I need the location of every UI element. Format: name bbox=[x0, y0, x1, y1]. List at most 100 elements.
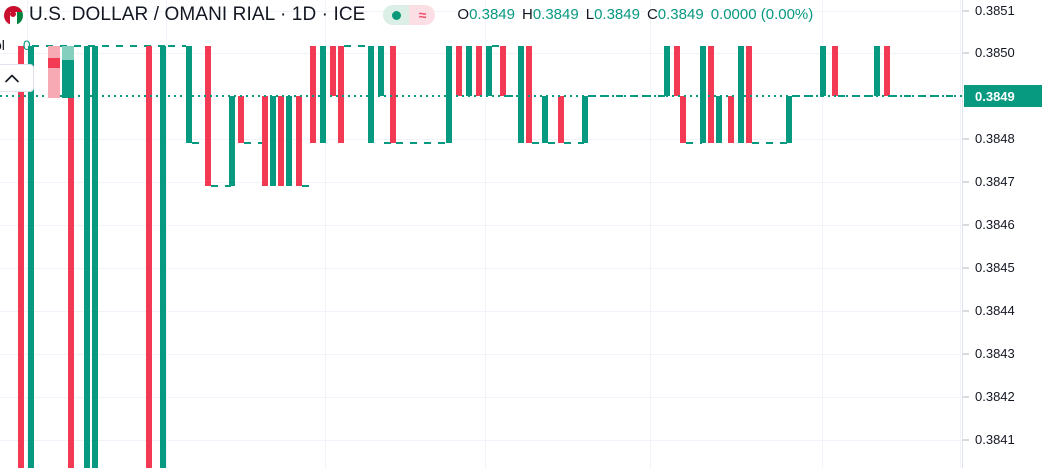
gridline-horizontal bbox=[0, 354, 962, 355]
page-title[interactable]: U.S. DOLLAR / OMANI RIAL · 1D · ICE bbox=[29, 4, 366, 25]
candlestick-up bbox=[716, 96, 722, 143]
pane-collapse-button[interactable] bbox=[0, 64, 34, 92]
price-tick-label: 0.3842 bbox=[975, 389, 1015, 404]
gridline-horizontal bbox=[0, 440, 962, 441]
oman-flag-icon bbox=[4, 6, 23, 25]
price-tick-label: 0.3846 bbox=[975, 217, 1015, 232]
candlestick-up bbox=[664, 46, 670, 96]
candle-connector-segment bbox=[384, 142, 392, 144]
gridline-vertical bbox=[650, 0, 651, 468]
candlestick-down bbox=[680, 96, 686, 143]
gridline-horizontal bbox=[0, 311, 962, 312]
chart-legend-header: U.S. DOLLAR / OMANI RIAL · 1D · ICE ≈ O0… bbox=[0, 0, 813, 30]
price-tick-mark bbox=[963, 267, 969, 269]
price-tick-label: 0.3848 bbox=[975, 131, 1015, 146]
candlestick-down bbox=[146, 46, 152, 468]
chevron-up-icon bbox=[5, 74, 19, 83]
candlestick-down bbox=[296, 96, 302, 186]
candlestick-down bbox=[330, 46, 336, 96]
candle-connector-segment bbox=[548, 142, 560, 144]
candlestick-up bbox=[378, 46, 384, 96]
candlestick-up bbox=[186, 46, 192, 143]
candlestick-up bbox=[28, 46, 34, 468]
candlestick-up bbox=[229, 96, 235, 186]
current-price-line bbox=[0, 95, 962, 97]
candlestick-down bbox=[18, 46, 24, 468]
approx-tilde-icon[interactable]: ≈ bbox=[409, 5, 436, 25]
ohlc-low-label: L bbox=[585, 6, 595, 23]
price-tick-label: 0.3844 bbox=[975, 303, 1015, 318]
candlestick-up bbox=[700, 46, 706, 143]
gridline-horizontal bbox=[0, 397, 962, 398]
candlestick-down bbox=[500, 46, 506, 96]
candlestick-down bbox=[526, 46, 532, 143]
volume-pane-legend: ol 0 bbox=[0, 36, 31, 54]
candlestick-down bbox=[262, 96, 268, 186]
candlestick-up bbox=[518, 46, 524, 143]
price-tick-mark bbox=[963, 439, 969, 441]
price-tick-mark bbox=[963, 10, 969, 12]
price-tick-mark bbox=[963, 396, 969, 398]
ohlc-low: L0.3849 bbox=[586, 6, 640, 23]
volume-bar bbox=[62, 46, 74, 60]
candlestick-down bbox=[238, 96, 244, 143]
candle-connector-segment bbox=[211, 185, 231, 187]
candlestick-up bbox=[160, 46, 166, 468]
price-tick-mark bbox=[963, 52, 969, 54]
volume-value: 0 bbox=[22, 37, 31, 53]
candle-connector-segment bbox=[168, 45, 186, 47]
candlestick-down bbox=[708, 46, 714, 143]
candlestick-down bbox=[456, 46, 462, 96]
ohlc-high-value: 0.3849 bbox=[532, 6, 579, 23]
gridline-vertical bbox=[166, 0, 167, 468]
price-tick-label: 0.3847 bbox=[975, 174, 1015, 189]
gridline-horizontal bbox=[0, 182, 962, 183]
ohlc-low-value: 0.3849 bbox=[594, 6, 640, 23]
candle-connector-segment bbox=[396, 142, 448, 144]
ohlc-open-value: 0.3849 bbox=[469, 6, 515, 23]
gridline-vertical bbox=[960, 0, 961, 468]
price-tick-label: 0.3850 bbox=[975, 45, 1015, 60]
candlestick-up bbox=[738, 46, 744, 143]
ohlc-close-value: 0.3849 bbox=[657, 6, 704, 23]
ohlc-open-label: O bbox=[457, 6, 470, 23]
candlestick-down bbox=[728, 96, 734, 143]
chart-plot-area[interactable] bbox=[0, 0, 962, 468]
candlestick-down bbox=[476, 46, 482, 96]
candle-connector-segment bbox=[302, 185, 310, 187]
ohlc-high: H0.3849 bbox=[522, 6, 579, 23]
price-tick-mark bbox=[963, 224, 969, 226]
candlestick-up bbox=[320, 46, 326, 143]
candlestick-down bbox=[832, 46, 838, 96]
candlestick-up bbox=[286, 96, 292, 186]
candlestick-up bbox=[466, 46, 472, 96]
candlestick-up bbox=[84, 46, 90, 468]
gridline-vertical bbox=[485, 0, 486, 468]
candlestick-down bbox=[390, 46, 396, 143]
price-tick-label: 0.3851 bbox=[975, 3, 1015, 18]
price-tick-mark bbox=[963, 181, 969, 183]
candlestick-down bbox=[746, 46, 752, 143]
gridline-vertical bbox=[325, 0, 326, 468]
candle-connector-segment bbox=[244, 142, 264, 144]
current-price-badge[interactable]: 0.3849 bbox=[964, 85, 1042, 107]
candlestick-down bbox=[884, 46, 890, 96]
price-axis[interactable]: 0.3851 0.3850 0.3848 0.3847 0.3846 0.3845 0.38… bbox=[962, 0, 1042, 468]
price-tick-mark bbox=[963, 138, 969, 140]
price-tick-label: 0.3845 bbox=[975, 260, 1015, 275]
candle-connector-segment bbox=[492, 45, 502, 47]
gridline-horizontal bbox=[0, 268, 962, 269]
volume-bar bbox=[48, 46, 60, 98]
green-dot-icon[interactable] bbox=[383, 5, 410, 25]
candlestick-down bbox=[338, 46, 344, 143]
price-tick-mark bbox=[963, 353, 969, 355]
candlestick-down bbox=[674, 46, 680, 96]
candlestick-up bbox=[446, 46, 452, 143]
candlestick-down bbox=[558, 96, 564, 143]
candle-connector-segment bbox=[532, 142, 544, 144]
chart-mode-badge[interactable]: ≈ bbox=[383, 5, 436, 25]
gridline-horizontal bbox=[0, 225, 962, 226]
gridline-vertical bbox=[822, 0, 823, 468]
candlestick-down bbox=[205, 46, 211, 186]
